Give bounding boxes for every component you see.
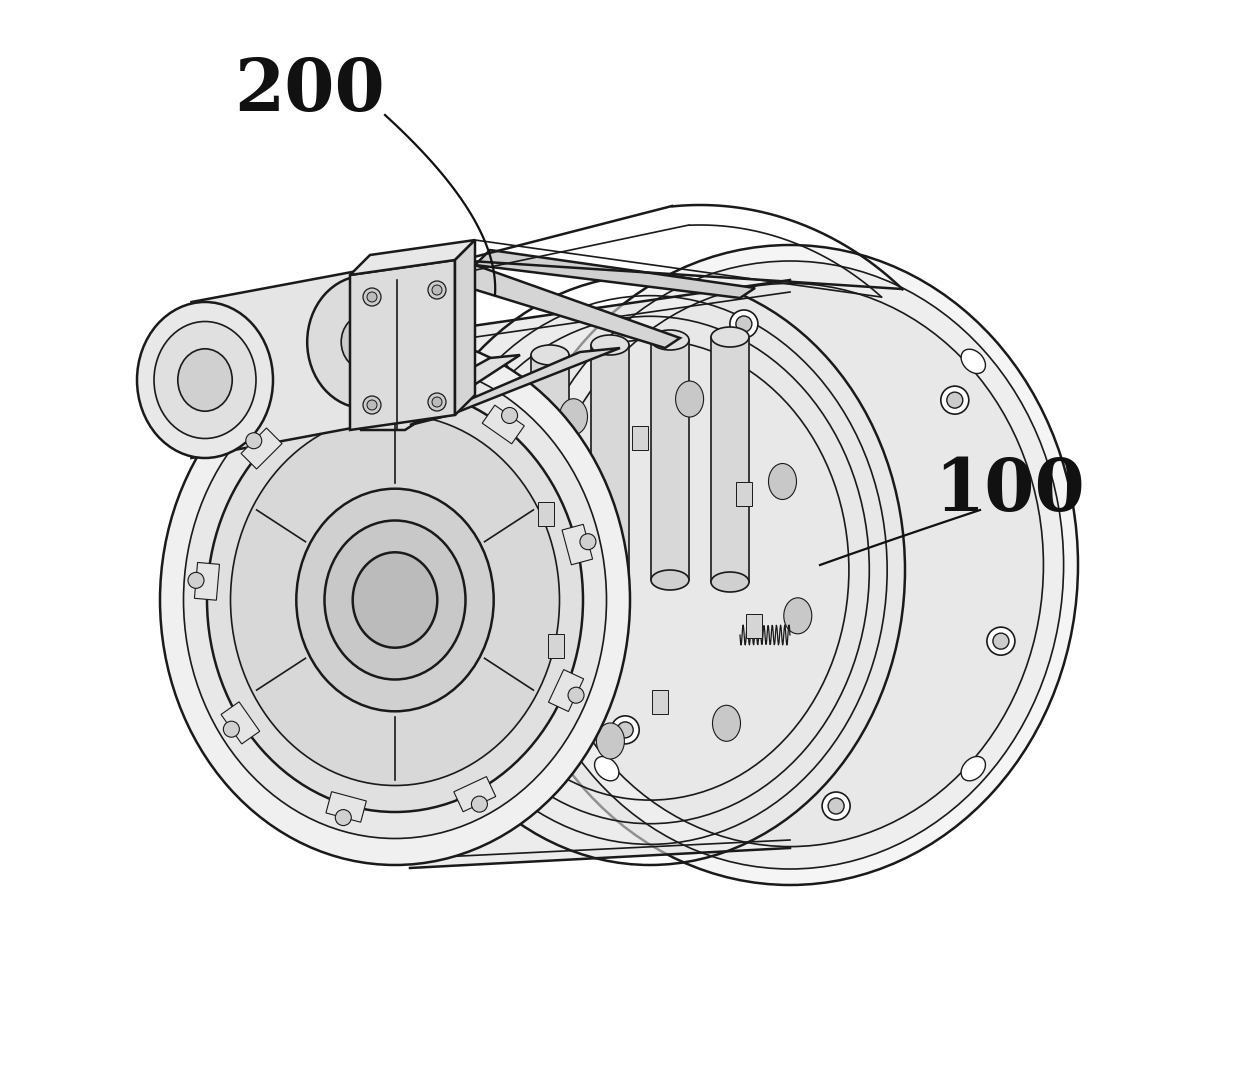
Ellipse shape bbox=[471, 560, 508, 580]
Ellipse shape bbox=[325, 520, 465, 680]
Bar bbox=[591, 345, 629, 580]
Ellipse shape bbox=[711, 327, 749, 348]
Circle shape bbox=[370, 367, 386, 383]
Polygon shape bbox=[548, 634, 564, 658]
Ellipse shape bbox=[531, 345, 569, 365]
Ellipse shape bbox=[516, 261, 1064, 869]
Circle shape bbox=[428, 393, 446, 411]
Ellipse shape bbox=[961, 757, 986, 781]
Ellipse shape bbox=[651, 330, 689, 350]
Polygon shape bbox=[455, 240, 475, 415]
Circle shape bbox=[987, 627, 1014, 655]
Ellipse shape bbox=[341, 315, 389, 369]
Polygon shape bbox=[737, 482, 751, 506]
Circle shape bbox=[941, 387, 968, 414]
Text: 100: 100 bbox=[935, 455, 1085, 526]
Circle shape bbox=[367, 292, 377, 302]
Polygon shape bbox=[746, 614, 763, 639]
Polygon shape bbox=[221, 702, 259, 744]
Ellipse shape bbox=[713, 705, 740, 742]
Bar bbox=[531, 355, 569, 574]
Ellipse shape bbox=[154, 321, 255, 439]
Polygon shape bbox=[360, 374, 398, 399]
Ellipse shape bbox=[591, 334, 629, 355]
Ellipse shape bbox=[207, 388, 583, 812]
Polygon shape bbox=[350, 240, 475, 275]
Circle shape bbox=[367, 400, 377, 411]
Circle shape bbox=[735, 316, 751, 332]
Ellipse shape bbox=[651, 570, 689, 590]
Circle shape bbox=[428, 281, 446, 299]
Ellipse shape bbox=[177, 349, 232, 412]
Ellipse shape bbox=[231, 415, 559, 785]
Ellipse shape bbox=[711, 572, 749, 592]
Polygon shape bbox=[410, 280, 790, 868]
Circle shape bbox=[611, 716, 639, 744]
Ellipse shape bbox=[676, 381, 703, 417]
Ellipse shape bbox=[769, 464, 796, 500]
Circle shape bbox=[363, 288, 381, 306]
Polygon shape bbox=[475, 250, 755, 298]
Polygon shape bbox=[350, 260, 455, 430]
Circle shape bbox=[828, 798, 844, 814]
Polygon shape bbox=[410, 348, 620, 425]
Ellipse shape bbox=[136, 302, 273, 458]
Ellipse shape bbox=[591, 570, 629, 590]
Circle shape bbox=[565, 475, 593, 503]
Polygon shape bbox=[548, 670, 584, 711]
Circle shape bbox=[947, 392, 962, 408]
Ellipse shape bbox=[531, 565, 569, 585]
Circle shape bbox=[618, 722, 634, 737]
Ellipse shape bbox=[784, 597, 812, 634]
Ellipse shape bbox=[160, 334, 630, 866]
Circle shape bbox=[432, 285, 441, 295]
Bar bbox=[711, 337, 749, 582]
Ellipse shape bbox=[352, 553, 438, 647]
Circle shape bbox=[568, 687, 584, 704]
Polygon shape bbox=[191, 267, 378, 458]
Circle shape bbox=[223, 721, 239, 737]
Bar bbox=[651, 340, 689, 580]
Text: 200: 200 bbox=[234, 55, 386, 126]
Polygon shape bbox=[538, 502, 554, 526]
Ellipse shape bbox=[489, 506, 516, 542]
Ellipse shape bbox=[296, 489, 494, 711]
Ellipse shape bbox=[308, 276, 423, 408]
Polygon shape bbox=[454, 776, 496, 811]
Polygon shape bbox=[632, 426, 649, 450]
Polygon shape bbox=[195, 563, 219, 601]
Polygon shape bbox=[241, 428, 281, 469]
Circle shape bbox=[572, 481, 587, 497]
Circle shape bbox=[363, 396, 381, 414]
Polygon shape bbox=[482, 405, 525, 444]
Circle shape bbox=[993, 633, 1009, 649]
Polygon shape bbox=[562, 525, 593, 565]
Circle shape bbox=[432, 397, 441, 407]
Ellipse shape bbox=[537, 283, 1043, 847]
Circle shape bbox=[822, 792, 851, 820]
Ellipse shape bbox=[184, 362, 606, 838]
Circle shape bbox=[335, 809, 351, 825]
Ellipse shape bbox=[596, 723, 625, 759]
Bar bbox=[471, 370, 508, 570]
Polygon shape bbox=[652, 691, 668, 715]
Polygon shape bbox=[360, 355, 520, 430]
Circle shape bbox=[471, 796, 487, 812]
Ellipse shape bbox=[594, 350, 619, 374]
Ellipse shape bbox=[503, 641, 532, 677]
Circle shape bbox=[501, 407, 517, 424]
Ellipse shape bbox=[559, 399, 588, 434]
Circle shape bbox=[730, 310, 758, 338]
Circle shape bbox=[246, 432, 262, 449]
Polygon shape bbox=[326, 792, 366, 822]
Polygon shape bbox=[460, 265, 680, 348]
Ellipse shape bbox=[502, 245, 1078, 885]
Ellipse shape bbox=[594, 757, 619, 781]
Ellipse shape bbox=[471, 359, 508, 380]
Circle shape bbox=[580, 533, 596, 550]
Ellipse shape bbox=[961, 350, 986, 374]
Circle shape bbox=[188, 572, 205, 589]
